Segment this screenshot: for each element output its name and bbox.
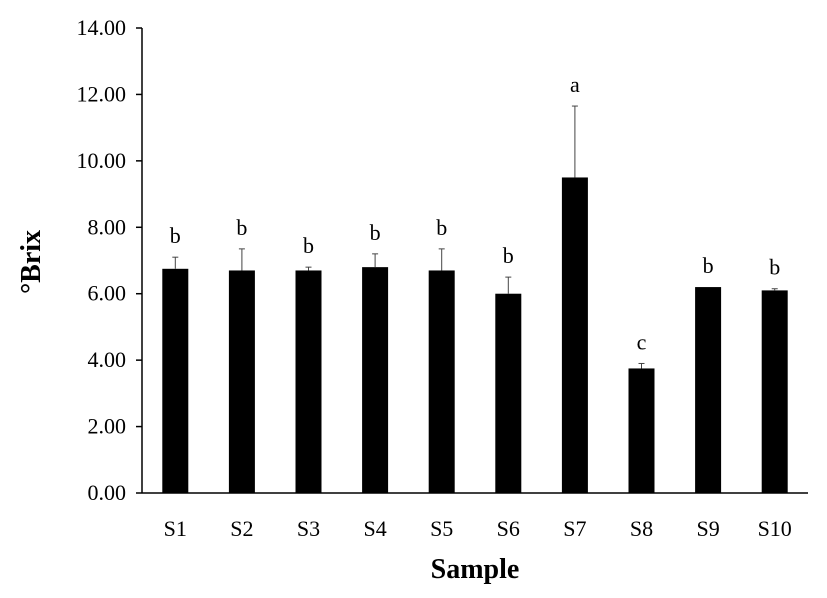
y-tick-label: 4.00 [88, 347, 127, 372]
axes-layer [136, 27, 808, 494]
y-tick-label: 2.00 [88, 414, 127, 439]
bar-s4 [362, 267, 389, 493]
x-tick-label-s2: S2 [230, 516, 253, 541]
bar-s3 [295, 270, 322, 493]
y-axis-title: °Brix [16, 230, 47, 294]
bar-s1 [162, 268, 189, 493]
bar-s8 [628, 368, 655, 493]
bar-s2 [228, 270, 255, 493]
x-axis-title: Sample [431, 554, 520, 585]
y-tick-label: 0.00 [88, 480, 127, 505]
x-tick-label-s9: S9 [696, 516, 719, 541]
labels-layer: 0.00 2.00 4.00 6.00 8.00 10.00 12.00 14.00 S1 b S2… [77, 15, 792, 541]
x-tick-label-s3: S3 [297, 516, 320, 541]
bars-layer [162, 177, 788, 493]
y-tick-label: 10.00 [77, 148, 127, 173]
significance-label-s1: b [170, 223, 181, 248]
x-tick-label-s5: S5 [430, 516, 453, 541]
bar-s9 [695, 287, 722, 493]
x-tick-label-s10: S10 [758, 516, 792, 541]
bar-s7 [561, 177, 588, 493]
error-bars-layer [172, 105, 778, 369]
y-tick-label: 14.00 [77, 15, 127, 40]
y-tick-label: 6.00 [88, 281, 127, 306]
bar-s5 [428, 270, 455, 493]
significance-label-s5: b [436, 215, 447, 240]
significance-label-s10: b [769, 255, 780, 280]
significance-label-s8: c [637, 329, 647, 354]
x-tick-label-s8: S8 [630, 516, 653, 541]
significance-label-s4: b [370, 220, 381, 245]
bar-s6 [495, 293, 522, 493]
x-tick-label-s6: S6 [497, 516, 520, 541]
x-tick-label-s4: S4 [363, 516, 386, 541]
bar-s10 [761, 290, 788, 493]
significance-label-s3: b [303, 233, 314, 258]
x-tick-label-s7: S7 [563, 516, 586, 541]
significance-label-s7: a [570, 72, 580, 97]
significance-label-s2: b [236, 215, 247, 240]
significance-label-s9: b [703, 253, 714, 278]
y-tick-label: 8.00 [88, 214, 127, 239]
significance-label-s6: b [503, 243, 514, 268]
x-tick-label-s1: S1 [164, 516, 187, 541]
y-tick-label: 12.00 [77, 81, 127, 106]
